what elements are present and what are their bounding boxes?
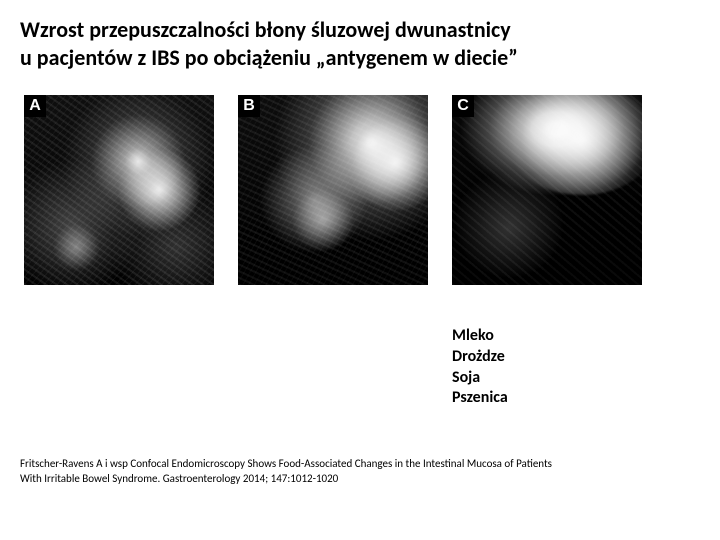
title-line-2: u pacjentów z IBS po obciążeniu „antygen… [20, 44, 518, 71]
slide-title: Wzrost przepuszczalności błony śluzowej … [20, 16, 700, 71]
panel-b: B [238, 95, 428, 285]
citation-line-1: Fritscher-Ravens A i wsp Confocal Endomi… [20, 457, 552, 470]
title-line-1: Wzrost przepuszczalności błony śluzowej … [20, 16, 511, 43]
food-item-4: Pszenica [452, 388, 508, 409]
panel-c: C [452, 95, 642, 285]
food-list: Mleko Drożdze Soja Pszenica [452, 326, 508, 409]
panel-c-label: C [452, 95, 474, 117]
panel-a-label: A [24, 95, 46, 117]
panel-b-label: B [238, 95, 260, 117]
food-item-3: Soja [452, 368, 508, 389]
panel-b-image [238, 95, 428, 285]
food-item-2: Drożdze [452, 347, 508, 368]
panel-a: A [24, 95, 214, 285]
citation-line-2: With Irritable Bowel Syndrome. Gastroent… [20, 472, 338, 485]
panel-c-image [452, 95, 642, 285]
slide: Wzrost przepuszczalności błony śluzowej … [0, 0, 720, 540]
panels-row: A B C [24, 95, 700, 285]
panel-a-image [24, 95, 214, 285]
food-item-1: Mleko [452, 326, 508, 347]
citation: Fritscher-Ravens A i wsp Confocal Endomi… [20, 457, 696, 486]
